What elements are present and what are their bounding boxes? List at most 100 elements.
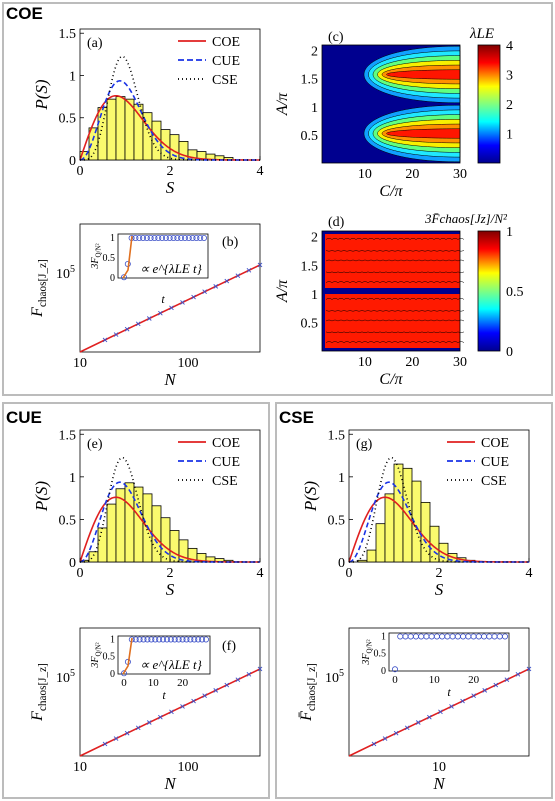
- panel-b-inset-point: [189, 234, 196, 241]
- panel-h-data-point: [393, 730, 399, 736]
- panel-e-bar: [106, 503, 117, 563]
- panel-h-data-point: [471, 693, 476, 699]
- panel-e-xtick-label: 0: [77, 566, 84, 581]
- section-title-cue: CUE: [6, 408, 42, 427]
- panel-b-inset-point: [197, 234, 204, 241]
- panel-d-heatmap-image: [322, 231, 465, 351]
- panel-e-ytick-label: 0.5: [59, 513, 77, 528]
- panel-f-inset-point: [140, 636, 147, 643]
- panel-e-ytick-label: 0: [69, 556, 76, 571]
- panel-f-inset-point: [199, 636, 206, 643]
- panel-b-inset-point: [200, 234, 207, 241]
- panel-c-colorbar-tick-label: 2: [506, 98, 513, 113]
- panel-b-data-point: [246, 267, 252, 273]
- panel-b-inset-area: [117, 233, 209, 279]
- panel-e-legend-label: CSE: [212, 474, 238, 489]
- panel-d-xtick-label: 20: [405, 355, 419, 370]
- panel-b-data-point: [180, 300, 185, 305]
- panel-f-inset-point: [202, 636, 209, 643]
- panel-h-inset-ytick-label: 1: [381, 631, 386, 642]
- panel-c-contour: [386, 69, 461, 80]
- panel-d-colorbar-tick-label: 0: [506, 345, 513, 360]
- panel-f-panel-label: (f): [222, 639, 236, 654]
- panel-f-data-point: [224, 682, 230, 688]
- panel-a-bar: [97, 107, 108, 161]
- panel-d-contour: [325, 281, 465, 283]
- panel-h-inset-point: [501, 633, 508, 640]
- panel-f-xtick-label: 10: [73, 760, 87, 775]
- section-title-coe: COE: [6, 4, 43, 23]
- panel-g-legend-label: COE: [481, 436, 509, 451]
- panel-d-xtick-label: 30: [453, 355, 467, 370]
- panel-f-data-point: [246, 671, 252, 677]
- panel-b-data-point: [224, 278, 230, 284]
- panel-f-inset-ytick-label: 1: [110, 634, 115, 645]
- panel-e-xtick-label: 4: [257, 566, 264, 581]
- panel-h-inset-ytick-label: 0: [381, 666, 386, 677]
- panel-e-xtick-label: 2: [167, 566, 174, 581]
- panel-c-xlabel: C/π: [379, 183, 403, 200]
- panel-g-ylabel: P(S): [301, 481, 320, 513]
- panel-a-xlabel: S: [166, 178, 175, 197]
- panel-f-data-point: [257, 666, 263, 672]
- panel-f-data-point: [135, 725, 141, 731]
- panel-e-ytick-label: 1: [69, 471, 76, 486]
- panel-c-colorbar: [477, 44, 501, 164]
- panel-e-ytick-label: 1.5: [59, 428, 77, 443]
- panel-h-data-point: [449, 704, 454, 709]
- panel-h-data-point: [504, 677, 510, 682]
- panel-f-inset-point: [121, 670, 128, 677]
- panel-g-bar: [393, 463, 404, 563]
- panel-b-data-point: [146, 316, 152, 321]
- panel-b-inset-point: [181, 234, 188, 241]
- coe-section: [2, 2, 553, 396]
- panel-b-inset-point: [162, 234, 169, 241]
- panel-b-data-point: [169, 305, 174, 311]
- panel-h-data-point: [482, 688, 488, 693]
- panel-d-contour: [325, 309, 465, 312]
- panel-g-bar: [384, 493, 395, 563]
- panel-f-data-point: [235, 677, 241, 682]
- panel-a-bar: [106, 98, 117, 161]
- panel-f-data-point: [124, 730, 130, 736]
- panel-a-legend-label: CSE: [212, 73, 238, 88]
- panel-h-data-point: [493, 682, 499, 688]
- panel-g-xtick-label: 2: [436, 566, 443, 581]
- panel-e-bar: [97, 527, 108, 563]
- panel-g-xtick-label: 4: [526, 566, 533, 581]
- panel-b-inset-ytick-label: 0.5: [103, 253, 116, 264]
- panel-f-inset-point: [160, 636, 167, 643]
- panel-f-inset-xtick-label: 0: [121, 677, 127, 689]
- panel-e-panel-label: (e): [87, 437, 103, 452]
- panel-b-data-point: [235, 273, 241, 278]
- panel-h-fit-line: [348, 668, 530, 757]
- panel-f-inset-xtick-label: 20: [177, 677, 189, 689]
- panel-f-inset-ylabel: 3FQ/N²: [90, 642, 103, 668]
- panel-g-bar: [357, 559, 368, 563]
- panel-h-data-point: [515, 671, 521, 677]
- panel-b-xtick-label: 10: [73, 356, 87, 371]
- panel-b-ytick-label: 105: [56, 264, 75, 282]
- panel-d-colorbar-label: 3F̄chaos[Jz]/N²: [424, 211, 508, 226]
- panel-b-xlabel: N: [163, 370, 177, 389]
- panel-c-panel-label: (c): [328, 30, 344, 45]
- panel-f-inset-ytick-label: 0.5: [103, 652, 116, 663]
- panel-h-ylabel: F̄chaos[J_z]: [298, 663, 318, 722]
- panel-f-data-point: [213, 688, 219, 693]
- panel-a-panel-label: (a): [87, 36, 103, 51]
- panel-a-xtick-label: 0: [77, 164, 84, 179]
- panel-f-inset-point: [148, 636, 155, 643]
- panel-c-ylabel: A/π: [274, 92, 291, 116]
- panel-c-ytick-label: 0.5: [301, 129, 319, 144]
- panel-f-inset-point: [187, 636, 194, 643]
- panel-d-colorbar: [477, 230, 501, 352]
- panel-h-inset-xtick-label: 0: [392, 674, 398, 686]
- panel-f-data-point: [169, 709, 174, 715]
- panel-b-inset-point: [193, 234, 200, 241]
- panel-b-data-point: [213, 284, 219, 289]
- panel-b-inset-xlabel: t: [161, 292, 165, 306]
- panel-h-data-point: [526, 666, 532, 672]
- panel-b-data-point: [113, 332, 119, 337]
- panel-f-inset-point: [167, 636, 174, 643]
- panel-h-inset-point: [391, 666, 398, 673]
